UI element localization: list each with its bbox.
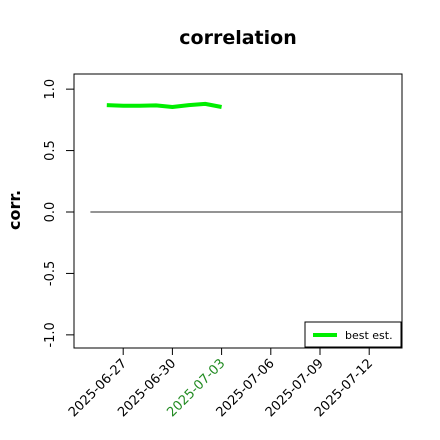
plot-frame — [73, 73, 403, 349]
y-axis: -1.0 -0.5 0.0 0.5 1.0 — [43, 79, 75, 348]
y-tick-label: -0.5 — [43, 261, 58, 286]
y-tick-label: 1.0 — [43, 79, 58, 100]
y-tick-label: -1.0 — [43, 322, 58, 347]
y-tick-label: 0.0 — [43, 202, 58, 223]
chart-title: correlation — [179, 27, 296, 49]
x-axis: 2025-06-272025-06-302025-07-032025-07-06… — [66, 347, 376, 420]
series-line-best-est — [106, 101, 222, 109]
series-layer — [106, 101, 222, 109]
y-tick-label: 0.5 — [43, 140, 58, 161]
y-axis-label: corr. — [5, 190, 24, 230]
legend: best est. — [304, 321, 402, 348]
legend-label: best est. — [345, 329, 393, 342]
